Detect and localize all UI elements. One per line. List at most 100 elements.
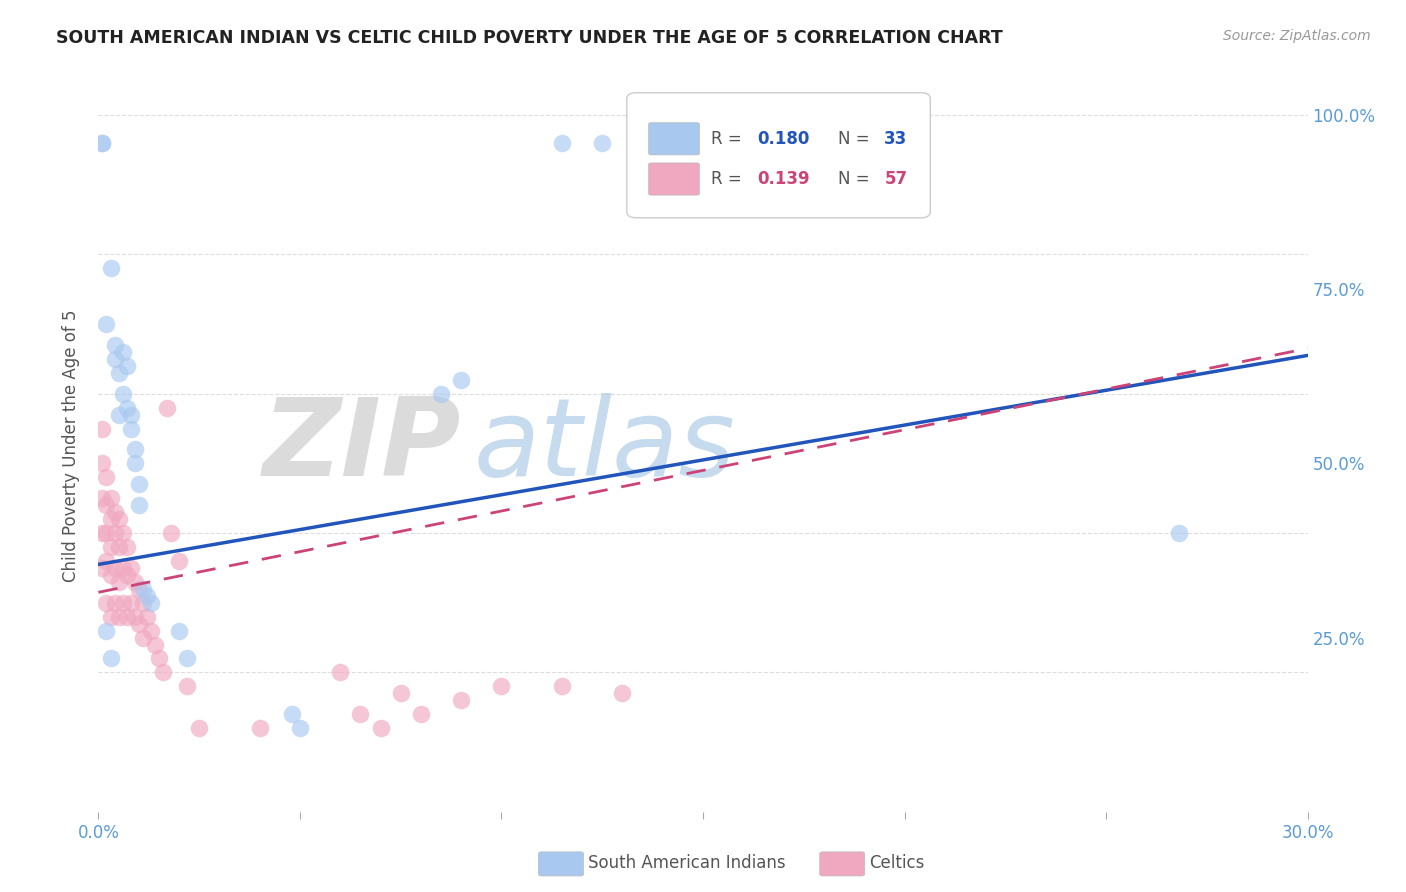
Point [135,589,157,603]
Point [91,136,114,150]
Point [176,651,198,665]
Point [249,721,271,735]
Point [329,665,352,680]
Text: atlas: atlas [474,393,735,499]
Point [103,351,125,366]
Point [100,512,122,526]
Point [551,679,574,693]
Point [128,616,150,631]
Point [115,359,138,373]
Point [551,136,574,150]
Point [100,651,122,665]
Point [120,408,142,422]
Point [96,624,118,638]
Point [103,561,125,575]
Point [115,401,138,415]
Text: 0.180: 0.180 [758,130,810,148]
Point [96,554,118,568]
Point [143,638,166,652]
Point [100,567,122,582]
Point [167,554,190,568]
Point [120,561,142,575]
Point [120,421,142,435]
Point [1167,526,1189,541]
Point [612,686,634,700]
Y-axis label: Child Poverty Under the Age of 5: Child Poverty Under the Age of 5 [62,310,80,582]
Point [124,609,146,624]
Point [107,609,129,624]
Text: N =: N = [838,170,876,188]
Point [124,442,146,457]
Point [107,574,129,589]
Point [96,596,118,610]
Text: SOUTH AMERICAN INDIAN VS CELTIC CHILD POVERTY UNDER THE AGE OF 5 CORRELATION CHA: SOUTH AMERICAN INDIAN VS CELTIC CHILD PO… [56,29,1002,46]
Text: R =: R = [711,130,748,148]
Point [107,366,129,380]
Point [409,707,432,722]
Point [103,338,125,352]
FancyBboxPatch shape [627,93,931,218]
Point [135,609,157,624]
Point [100,261,122,276]
FancyBboxPatch shape [648,123,699,155]
Point [96,526,118,541]
Point [111,596,134,610]
Point [107,540,129,554]
Point [450,693,472,707]
Point [132,596,155,610]
Point [100,491,122,506]
Point [128,477,150,491]
Point [132,582,155,596]
Point [111,561,134,575]
Point [96,498,118,512]
Point [156,401,179,415]
Text: 0.139: 0.139 [758,170,810,188]
Point [91,491,114,506]
Point [107,512,129,526]
Point [281,707,304,722]
Point [139,624,162,638]
Point [111,386,134,401]
Point [111,526,134,541]
Point [430,386,453,401]
Point [491,679,513,693]
Point [91,136,114,150]
Point [188,721,211,735]
Point [148,651,170,665]
Point [91,421,114,435]
Point [115,540,138,554]
Text: Celtics: Celtics [869,854,924,871]
Point [91,526,114,541]
Point [91,457,114,471]
Point [370,721,392,735]
Point [349,707,371,722]
Text: 33: 33 [884,130,908,148]
Point [103,526,125,541]
Point [176,679,198,693]
Text: N =: N = [838,130,876,148]
Point [132,631,155,645]
Point [128,498,150,512]
Point [288,721,311,735]
Point [167,624,190,638]
Point [91,561,114,575]
Point [120,596,142,610]
Point [103,596,125,610]
Point [96,317,118,331]
Point [103,505,125,519]
Point [591,136,613,150]
Text: ZIP: ZIP [263,393,461,499]
Point [96,470,118,484]
Point [115,609,138,624]
Point [152,665,174,680]
Point [124,457,146,471]
Text: 57: 57 [884,170,907,188]
Point [111,345,134,359]
Point [100,609,122,624]
Text: R =: R = [711,170,748,188]
Point [115,567,138,582]
Point [128,582,150,596]
Point [124,574,146,589]
Point [160,526,183,541]
Point [107,408,129,422]
